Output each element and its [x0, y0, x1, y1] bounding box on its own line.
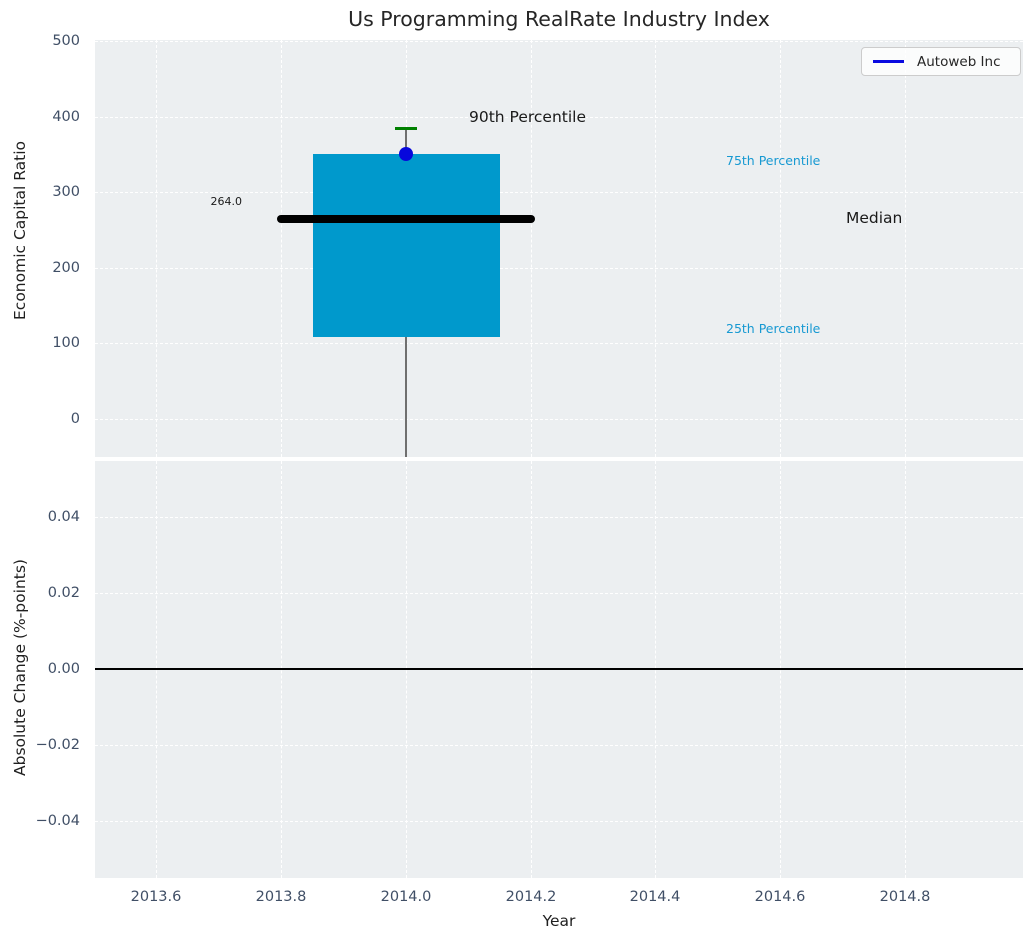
percentile-90-annotation: 90th Percentile [469, 108, 587, 126]
autoweb-inc-point [399, 147, 413, 161]
ytick--0.02: −0.02 [35, 737, 80, 753]
percentile-25-annotation: 25th Percentile [726, 321, 821, 336]
ytick--0.04: −0.04 [35, 813, 80, 829]
legend: Autoweb Inc [861, 47, 1021, 76]
gridline-v [905, 40, 906, 457]
zero-reference-line [95, 668, 1023, 670]
box-plot-panel: 264.0 90th Percentile 75th Percentile Me… [95, 40, 1023, 457]
legend-line-swatch [873, 60, 904, 63]
gridline-h [95, 268, 1023, 269]
gridline-h [95, 117, 1023, 118]
y-axis-label-top: Economic Capital Ratio [11, 140, 29, 320]
gridline-v [655, 40, 656, 457]
median-line [277, 215, 535, 223]
ytick-500: 500 [52, 33, 80, 49]
gridline-h [95, 192, 1023, 193]
y-axis-label-bottom: Absolute Change (%-points) [11, 559, 29, 777]
xtick-2014.6: 2014.6 [754, 889, 806, 905]
xtick-2014.4: 2014.4 [629, 889, 681, 905]
gridline-v [281, 40, 282, 457]
xtick-2014.8: 2014.8 [879, 889, 931, 905]
xtick-2013.6: 2013.6 [130, 889, 182, 905]
ytick-0.02: 0.02 [47, 585, 80, 601]
ytick-0: 0 [70, 411, 80, 427]
gridline-h [95, 41, 1023, 42]
percentile-75-annotation: 75th Percentile [726, 153, 821, 168]
gridline-v [156, 40, 157, 457]
absolute-change-panel [95, 461, 1023, 878]
xtick-2014.0: 2014.0 [380, 889, 432, 905]
xtick-2014.2: 2014.2 [505, 889, 557, 905]
ytick-200: 200 [52, 260, 80, 276]
ytick-300: 300 [52, 184, 80, 200]
median-annotation: Median [846, 209, 903, 227]
percentile-90-cap [395, 127, 417, 130]
gridline-h [95, 419, 1023, 420]
gridline-v [780, 40, 781, 457]
gridline-v [531, 40, 532, 457]
interquartile-box [313, 154, 500, 337]
legend-label: Autoweb Inc [917, 53, 1001, 70]
median-value-annotation: 264.0 [210, 195, 243, 208]
gridline-h [95, 517, 1023, 518]
gridline-h [95, 745, 1023, 746]
x-axis-label: Year [542, 912, 576, 930]
ytick-400: 400 [52, 109, 80, 125]
ytick-100: 100 [52, 335, 80, 351]
gridline-h [95, 593, 1023, 594]
ytick-0.04: 0.04 [47, 509, 80, 525]
xtick-2013.8: 2013.8 [255, 889, 307, 905]
chart-title: Us Programming RealRate Industry Index [348, 7, 770, 31]
gridline-h [95, 343, 1023, 344]
gridline-h [95, 821, 1023, 822]
ytick-0.00: 0.00 [47, 661, 80, 677]
